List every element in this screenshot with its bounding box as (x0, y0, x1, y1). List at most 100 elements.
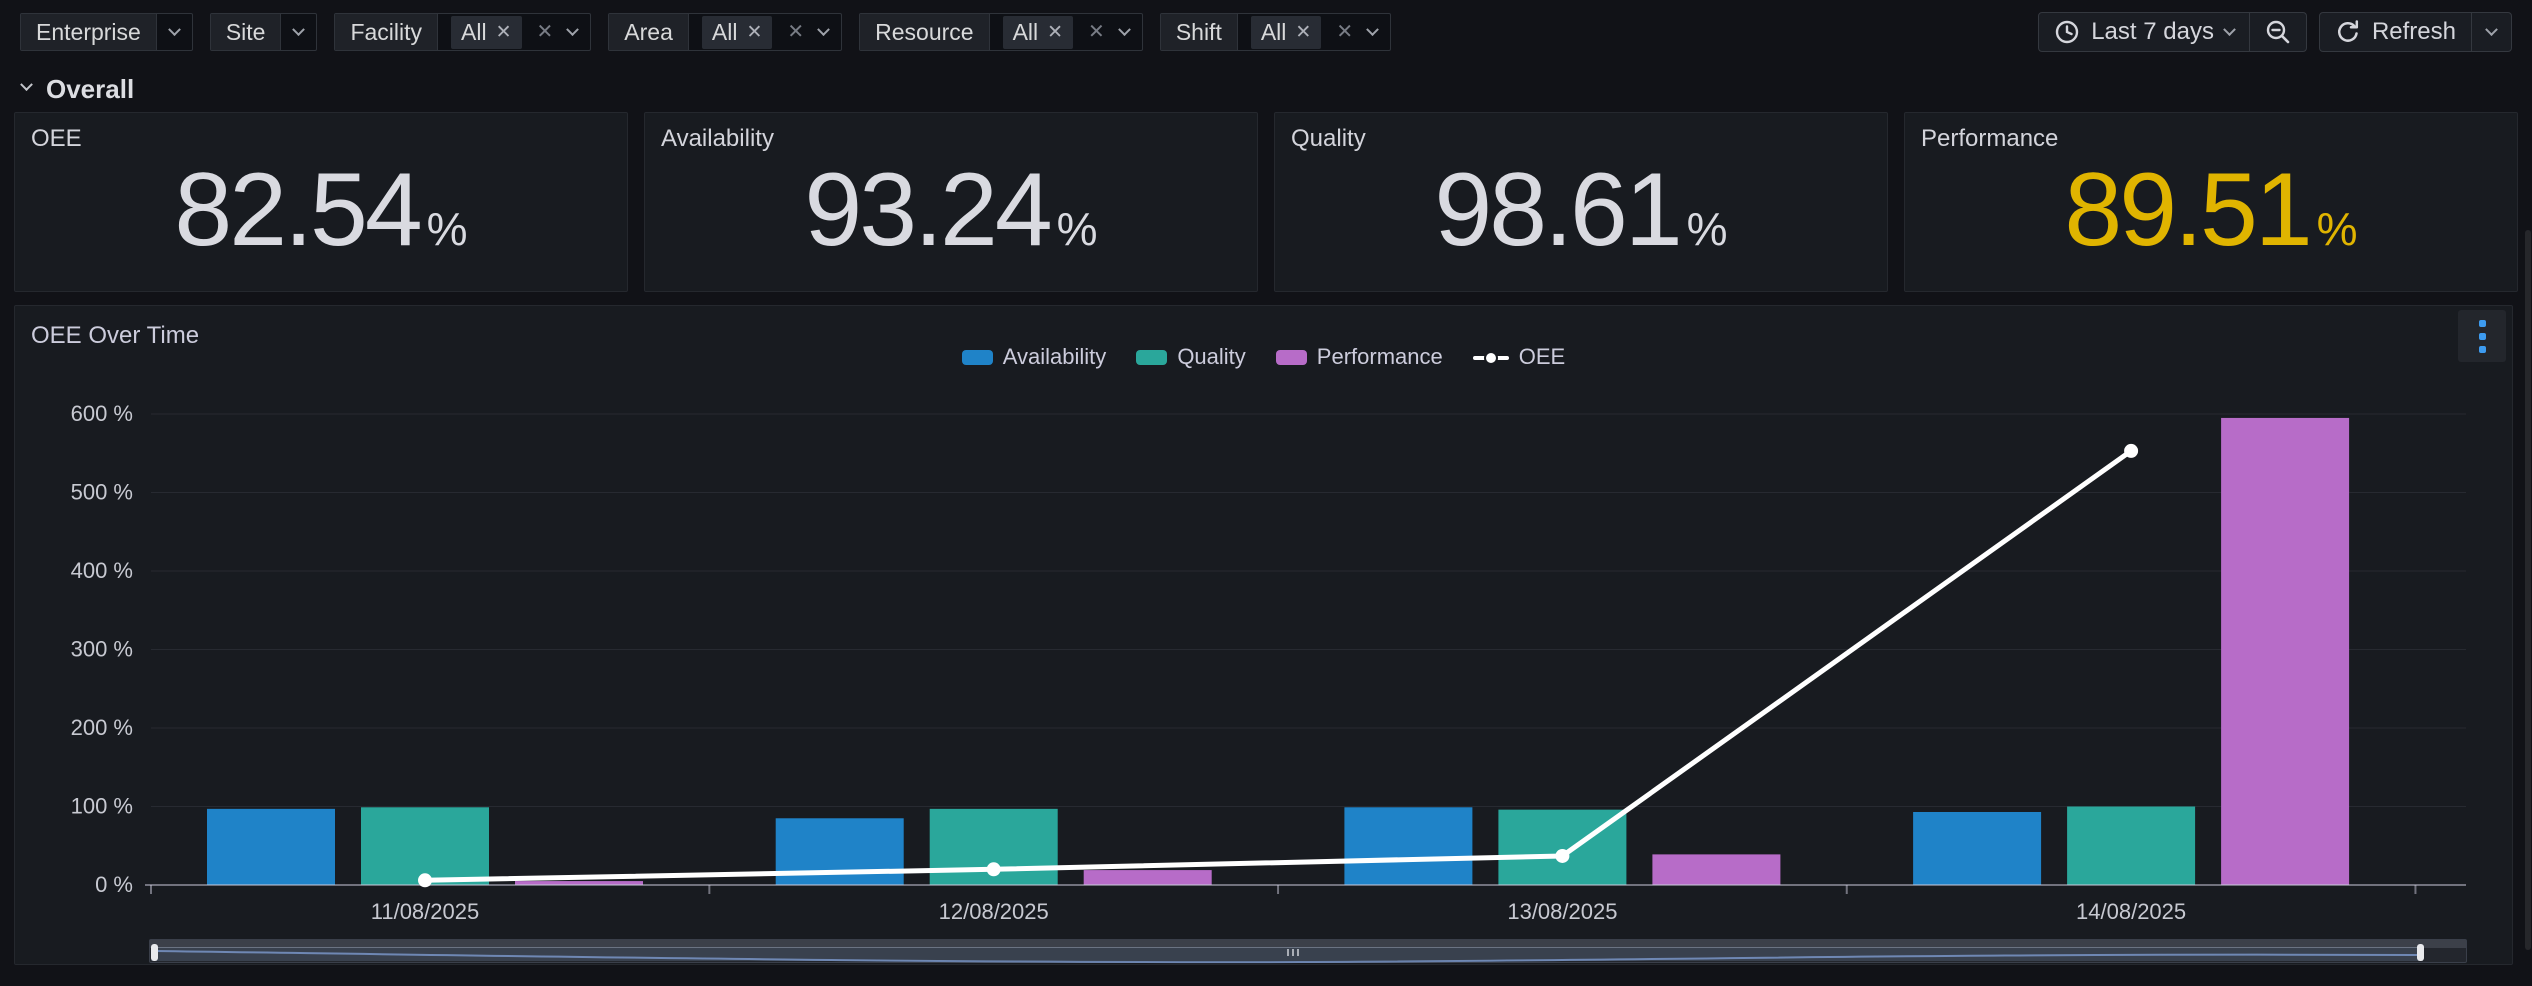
time-picker: Last 7 days (2038, 12, 2307, 52)
panel-menu-button[interactable] (2458, 310, 2506, 362)
chevron-down-icon (817, 22, 830, 36)
chart-legend: Availability Quality Performance OEE (15, 344, 2512, 370)
filter-resource-chip[interactable]: All ✕ (1002, 15, 1074, 49)
filter-resource[interactable]: Resource All ✕ ✕ (859, 13, 1143, 51)
scrubber-selected-range[interactable] (151, 947, 2423, 964)
filter-shift-value[interactable]: All ✕ ✕ (1238, 14, 1390, 50)
stat-panel-quality: Quality 98.61% (1274, 112, 1888, 292)
legend-swatch-icon (1275, 349, 1307, 365)
legend-label: Quality (1177, 344, 1246, 369)
section-header-overall[interactable]: Overall (20, 74, 134, 105)
clear-all-icon[interactable]: ✕ (1088, 21, 1105, 43)
stat-unit: % (2316, 202, 2358, 255)
panel-title: Quality (1291, 125, 1366, 152)
bar-quality[interactable] (1498, 809, 1627, 885)
filter-area-label: Area (609, 14, 689, 50)
filter-facility[interactable]: Facility All ✕ ✕ (334, 13, 592, 51)
bar-availability[interactable] (207, 808, 335, 885)
legend-line-marker-icon (1472, 350, 1509, 365)
clock-icon (2056, 20, 2079, 44)
scrubber-grip-icon[interactable] (1287, 949, 1299, 956)
chevron-down-icon (167, 22, 181, 36)
oee-over-time-panel: OEE Over Time Availability Quality Perform… (14, 305, 2513, 965)
filter-facility-chip[interactable]: All ✕ (451, 15, 522, 49)
filter-resource-label: Resource (860, 14, 990, 50)
y-axis-label: 500 % (71, 480, 133, 505)
bar-performance[interactable] (515, 881, 643, 885)
filter-shift[interactable]: Shift All ✕ ✕ (1159, 13, 1392, 51)
filter-facility-label: Facility (335, 14, 439, 50)
time-range-button[interactable]: Last 7 days (2039, 13, 2249, 51)
chevron-down-icon (1117, 22, 1131, 36)
point-oee[interactable] (986, 862, 1001, 877)
bar-availability[interactable] (1913, 811, 2042, 885)
legend-item-oee[interactable]: OEE (1472, 344, 1565, 370)
refresh-label: Refresh (2371, 18, 2456, 45)
page-scrollbar[interactable] (2525, 75, 2531, 970)
x-range-scrubber[interactable] (149, 939, 2467, 964)
stat-value: 98.61 (1434, 151, 1682, 268)
refresh-button[interactable]: Refresh (2320, 13, 2471, 51)
remove-value-icon[interactable]: ✕ (1047, 21, 1064, 43)
stat-unit: % (1056, 202, 1098, 255)
remove-value-icon[interactable]: ✕ (495, 21, 512, 43)
legend-label: Performance (1316, 344, 1443, 369)
time-controls: Last 7 days Refresh (2038, 12, 2512, 52)
remove-value-icon[interactable]: ✕ (746, 21, 763, 43)
panel-title: Availability (661, 125, 774, 152)
point-oee[interactable] (418, 873, 432, 888)
bar-quality[interactable] (2067, 806, 2196, 886)
filter-area[interactable]: Area All ✕ ✕ (608, 13, 843, 51)
bar-performance[interactable] (1652, 854, 1781, 885)
filter-site-label: Site (210, 14, 282, 50)
line-oee[interactable] (422, 448, 2134, 883)
bar-quality[interactable] (361, 807, 489, 885)
refresh-interval-button[interactable] (2471, 13, 2511, 51)
bar-performance[interactable] (1083, 870, 1212, 885)
scrubber-left-handle[interactable] (151, 944, 158, 961)
scrubber-preview-line (154, 950, 2418, 964)
point-oee[interactable] (1555, 848, 1570, 863)
collapse-section-icon[interactable] (20, 78, 33, 92)
filter-shift-chip[interactable]: All ✕ (1250, 15, 1322, 49)
kebab-dot (2478, 319, 2486, 327)
filter-resource-value[interactable]: All ✕ ✕ (990, 14, 1142, 50)
filter-enterprise-value[interactable] (157, 14, 192, 50)
clear-all-icon[interactable]: ✕ (536, 21, 554, 43)
legend-item-quality[interactable]: Quality (1136, 344, 1246, 370)
legend-item-performance[interactable]: Performance (1275, 344, 1443, 370)
legend-item-availability[interactable]: Availability (961, 344, 1107, 370)
y-axis-label: 0 % (95, 872, 133, 897)
oee-chart[interactable]: 0 % 100 % 200 % 300 % 400 % 500 % 600 % 11/08/2… (15, 306, 2512, 936)
bar-availability[interactable] (1344, 807, 1473, 885)
point-oee[interactable] (2124, 443, 2139, 458)
zoom-out-icon (2266, 20, 2290, 44)
scrubber-rail[interactable] (150, 940, 2466, 948)
zoom-out-button[interactable] (2248, 13, 2306, 51)
bar-performance[interactable] (2221, 417, 2350, 885)
stats-row: OEE 82.54% Availability 93.24% Quality 9… (14, 112, 2518, 292)
clear-all-icon[interactable]: ✕ (787, 21, 805, 43)
filter-enterprise[interactable]: Enterprise (20, 13, 193, 51)
legend-label: Availability (1002, 344, 1107, 369)
y-axis-label: 100 % (71, 794, 133, 819)
x-axis-label: 14/08/2025 (2076, 899, 2186, 924)
chevron-down-icon (566, 22, 580, 36)
clear-all-icon[interactable]: ✕ (1336, 21, 1354, 43)
stat-value: 89.51 (2064, 151, 2312, 268)
y-axis-label: 400 % (71, 558, 133, 583)
remove-value-icon[interactable]: ✕ (1295, 21, 1312, 43)
filter-facility-value[interactable]: All ✕ ✕ (438, 14, 590, 50)
filter-area-value[interactable]: All ✕ ✕ (689, 14, 841, 50)
panel-title: Performance (1921, 125, 2059, 152)
scrollbar-thumb[interactable] (2525, 230, 2531, 950)
x-axis-label: 12/08/2025 (939, 899, 1049, 924)
stat-value: 82.54 (174, 151, 422, 268)
scrubber-right-handle[interactable] (2417, 944, 2424, 961)
filter-site[interactable]: Site (209, 13, 318, 51)
filter-site-value[interactable] (281, 14, 316, 50)
refresh-icon (2338, 20, 2359, 42)
filter-area-chip[interactable]: All ✕ (701, 15, 773, 49)
stat-panel-performance: Performance 89.51% (1904, 112, 2518, 292)
kebab-dot (2478, 345, 2486, 353)
